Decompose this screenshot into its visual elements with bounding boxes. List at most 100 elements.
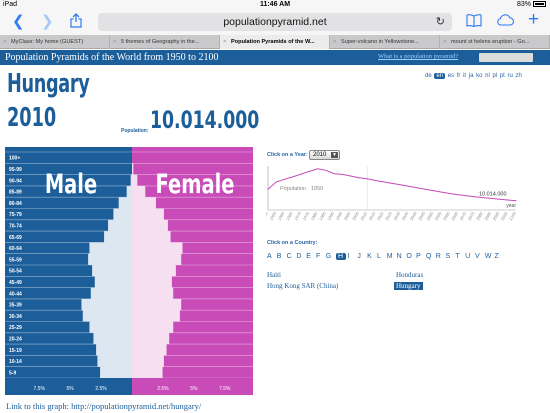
- x-tick-label: 1980: [310, 210, 319, 221]
- forward-icon[interactable]: ❯: [41, 13, 54, 30]
- country-link-honduras[interactable]: Honduras: [396, 271, 424, 279]
- x-tick-label: 2000: [343, 210, 352, 221]
- x-tick-label: 2050: [425, 210, 434, 221]
- age-group-label: 55-59: [9, 257, 22, 263]
- data-point: [308, 170, 310, 172]
- data-point: [482, 197, 484, 199]
- letter-e[interactable]: E: [306, 253, 311, 260]
- lang-pt[interactable]: pt: [499, 73, 505, 79]
- battery-percent: 83%: [516, 1, 531, 8]
- close-tab-icon[interactable]: ×: [3, 39, 7, 45]
- close-tab-icon[interactable]: ×: [443, 39, 447, 45]
- letter-b[interactable]: B: [276, 253, 282, 260]
- lang-en[interactable]: en: [434, 73, 446, 79]
- letter-m[interactable]: M: [386, 253, 393, 260]
- year-selector-label: Click on a Year:: [267, 152, 308, 158]
- x-tick-label: 2.5%: [95, 386, 107, 392]
- browser-tab-active[interactable]: × Population Pyramids of the W...: [220, 35, 330, 49]
- browser-tab[interactable]: × 5 themes of Geography in the...: [110, 35, 220, 49]
- x-tick-label: 1975: [301, 210, 310, 221]
- letter-t[interactable]: T: [455, 253, 460, 260]
- chevron-down-icon: ▼: [331, 152, 338, 158]
- site-header: Population Pyramids of the World from 19…: [0, 50, 550, 65]
- year-dropdown[interactable]: 2010 ▼: [309, 150, 340, 160]
- x-tick-label: 7.5%: [219, 386, 231, 392]
- browser-tab[interactable]: × Super-volcano in Yellowstone...: [330, 35, 440, 49]
- letter-o[interactable]: O: [406, 253, 412, 260]
- share-icon[interactable]: [70, 13, 82, 33]
- x-tick-label: 2055: [434, 210, 443, 221]
- letter-j[interactable]: J: [357, 253, 361, 260]
- letter-l[interactable]: L: [376, 253, 381, 260]
- age-group-label: 90-94: [9, 178, 22, 184]
- back-icon[interactable]: ❮: [12, 13, 25, 30]
- letter-z[interactable]: Z: [494, 253, 499, 260]
- browser-tab[interactable]: × MyClass: My home (GUEST): [0, 35, 110, 49]
- letter-n[interactable]: N: [396, 253, 402, 260]
- letter-c[interactable]: C: [286, 253, 292, 260]
- data-point: [325, 169, 327, 171]
- letter-u[interactable]: U: [465, 253, 471, 260]
- lang-ja[interactable]: ja: [468, 73, 474, 79]
- letter-p[interactable]: P: [416, 253, 421, 260]
- data-point: [292, 176, 294, 178]
- lang-ko[interactable]: ko: [476, 73, 483, 79]
- x-tick-label: 2095: [500, 210, 509, 221]
- data-point: [300, 173, 302, 175]
- x-tick-label: 1955: [268, 210, 277, 221]
- lang-ru[interactable]: ru: [507, 73, 513, 79]
- lang-nl[interactable]: nl: [485, 73, 490, 79]
- population-timeline-chart[interactable]: Population 1950 10.014.000 year 1950 1955…: [266, 162, 522, 238]
- letter-q[interactable]: Q: [425, 253, 432, 260]
- data-point: [358, 177, 360, 179]
- letter-f[interactable]: F: [315, 253, 321, 260]
- new-tab-icon[interactable]: +: [528, 9, 540, 30]
- letter-k[interactable]: K: [367, 253, 372, 260]
- lang-it[interactable]: it: [463, 73, 467, 79]
- letter-g[interactable]: G: [325, 253, 332, 260]
- close-tab-icon[interactable]: ×: [333, 39, 337, 45]
- letter-d[interactable]: D: [296, 253, 302, 260]
- country-link-hong-kong[interactable]: Hong Kong SAR (China): [267, 282, 339, 290]
- lang-es[interactable]: es: [447, 73, 455, 79]
- close-tab-icon[interactable]: ×: [113, 39, 117, 45]
- header-search-box[interactable]: [479, 53, 533, 62]
- letter-s[interactable]: S: [445, 253, 451, 260]
- population-pyramid: 100+ 95-99 90-94 85-89 80-84 75-79 70-74 65-69 6…: [5, 147, 253, 395]
- what-is-pyramid-link[interactable]: What is a population pyramid?: [378, 53, 459, 60]
- data-point: [317, 168, 319, 170]
- age-group-label: 45-49: [9, 280, 22, 286]
- clock: 11:46 AM: [259, 1, 291, 8]
- data-point: [441, 191, 443, 193]
- country-link-haiti[interactable]: Haiti: [267, 271, 281, 279]
- letter-h[interactable]: H: [335, 253, 346, 260]
- site-title[interactable]: Population Pyramids of the World from 19…: [5, 52, 219, 63]
- letter-a[interactable]: A: [267, 253, 272, 260]
- letter-r[interactable]: R: [435, 253, 441, 260]
- reload-icon[interactable]: ↻: [435, 16, 445, 28]
- bookmarks-icon[interactable]: [466, 13, 482, 32]
- address-bar[interactable]: populationpyramid.net ↻: [98, 13, 452, 31]
- letter-w[interactable]: W: [484, 253, 492, 260]
- lang-de[interactable]: de: [425, 73, 432, 79]
- data-point: [267, 188, 269, 190]
- battery-indicator: 83%: [517, 1, 546, 8]
- lang-pl[interactable]: pl: [492, 73, 498, 79]
- language-selector: de en es fr it ja ko nl pl pt ru zh: [425, 73, 523, 79]
- female-label: Female: [156, 168, 235, 200]
- tab-label: Population Pyramids of the W...: [231, 39, 315, 45]
- letter-i[interactable]: I: [347, 253, 350, 260]
- browser-tab[interactable]: × mount st helens eruption - Go...: [440, 35, 550, 49]
- letter-v[interactable]: V: [474, 253, 480, 260]
- lang-zh[interactable]: zh: [515, 73, 522, 79]
- lang-fr[interactable]: fr: [456, 73, 461, 79]
- current-population-label: 10.014.000: [479, 191, 507, 197]
- graph-link[interactable]: Link to this graph: http://populationpyr…: [6, 401, 202, 411]
- timeline-start-label: Population: [280, 186, 306, 192]
- close-tab-icon[interactable]: ×: [223, 39, 227, 45]
- x-tick-label: 2030: [392, 210, 401, 221]
- x-tick-label: 2005: [351, 210, 360, 221]
- country-link-hungary[interactable]: Hungary: [394, 282, 423, 290]
- x-tick-label: 2.5%: [157, 386, 169, 392]
- icloud-tabs-icon[interactable]: [496, 13, 515, 31]
